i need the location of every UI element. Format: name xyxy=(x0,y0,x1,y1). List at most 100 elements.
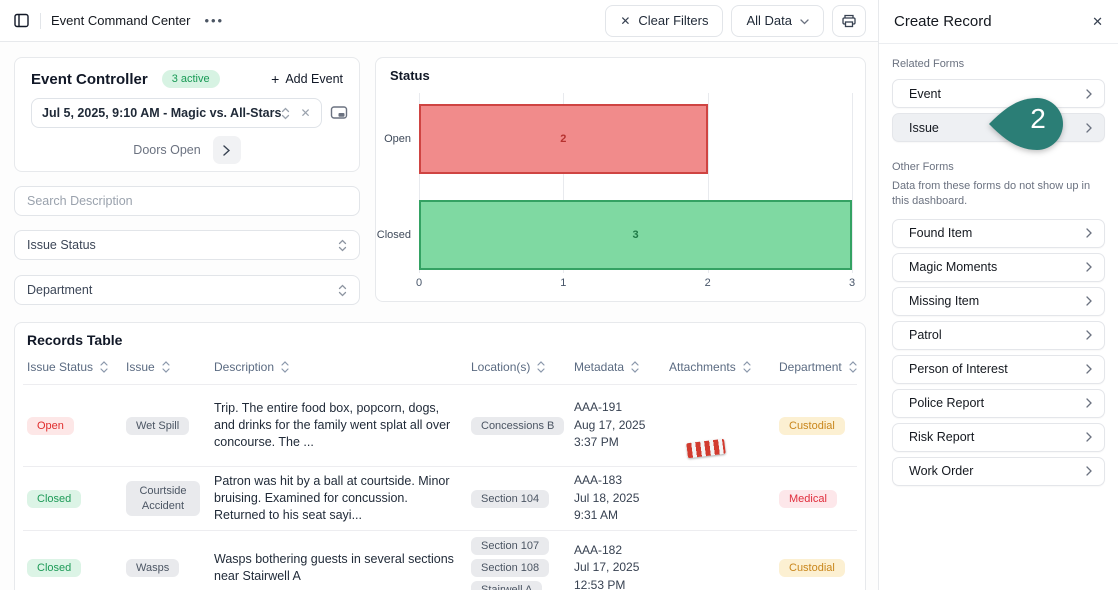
form-button-person-of-interest[interactable]: Person of Interest xyxy=(892,354,1105,384)
create-record-title: Create Record xyxy=(894,13,992,30)
sort-icon xyxy=(281,361,289,373)
metadata-cell: AAA-191 Aug 17, 2025 3:37 PM xyxy=(574,400,646,450)
department-filter[interactable]: Department xyxy=(14,275,360,305)
xtick-2: 2 xyxy=(704,277,711,289)
description-cell: Trip. The entire food box, popcorn, dogs… xyxy=(214,401,451,449)
clear-filters-button[interactable]: ✕ Clear Filters xyxy=(605,4,724,37)
issue-badge: Wasps xyxy=(126,559,180,577)
form-button-found-item[interactable]: Found Item xyxy=(892,218,1105,248)
column-header-description[interactable]: Description xyxy=(210,360,467,374)
chevron-right-icon xyxy=(1086,364,1092,374)
form-button-work-order[interactable]: Work Order xyxy=(892,456,1105,486)
search-description-field[interactable] xyxy=(14,186,360,216)
gridline xyxy=(419,93,420,273)
table-row[interactable]: Closed Wasps Wasps bothering guests in s… xyxy=(23,531,857,590)
chevron-right-icon xyxy=(1086,262,1092,272)
location-badge: Section 104 xyxy=(471,489,550,508)
column-header-locations[interactable]: Location(s) xyxy=(467,360,570,374)
column-header-metadata[interactable]: Metadata xyxy=(570,360,665,374)
form-button-police-report[interactable]: Police Report xyxy=(892,388,1105,418)
location-badge: Section 108 xyxy=(471,559,550,577)
description-cell: Patron was hit by a ball at courtside. M… xyxy=(214,474,450,522)
issue-badge: Courtside Accident xyxy=(126,480,200,517)
related-forms-label: Related Forms xyxy=(892,58,965,70)
column-header-department[interactable]: Department xyxy=(775,360,859,374)
gridline xyxy=(707,93,709,273)
xtick-1: 1 xyxy=(560,277,567,289)
xtick-0: 0 xyxy=(415,277,423,289)
table-header-row: Issue Status Issue Description Location(… xyxy=(23,360,857,385)
form-button-patrol[interactable]: Patrol xyxy=(892,320,1105,350)
department-badge: Custodial xyxy=(779,559,845,577)
form-button-issue[interactable]: Issue xyxy=(892,113,1105,142)
column-header-issue-status[interactable]: Issue Status xyxy=(23,360,122,374)
all-data-dropdown[interactable]: All Data xyxy=(731,4,824,37)
status-bar-chart: Open Closed 2 3 0 1 2 3 xyxy=(377,93,855,289)
sort-icon xyxy=(100,361,108,373)
metadata-cell: AAA-182 Jul 17, 2025 12:53 PM xyxy=(574,542,640,590)
column-header-attachments[interactable]: Attachments xyxy=(665,360,775,374)
form-button-risk-report[interactable]: Risk Report xyxy=(892,422,1105,452)
active-events-badge: 3 active xyxy=(161,70,220,88)
bar-open[interactable]: 2 xyxy=(419,104,708,174)
popout-icon[interactable] xyxy=(330,105,348,121)
topbar: Event Command Center ••• ✕ Clear Filters… xyxy=(0,0,878,42)
chart-title: Status xyxy=(390,68,430,83)
main-area: Event Command Center ••• ✕ Clear Filters… xyxy=(0,0,878,590)
location-badge: Section 107 xyxy=(471,537,550,555)
search-description-input[interactable] xyxy=(27,194,347,208)
selected-event-label: Jul 5, 2025, 9:10 AM - Magic vs. All-Sta… xyxy=(42,106,282,120)
chevron-right-icon xyxy=(1086,466,1092,476)
sort-chevrons-icon xyxy=(338,239,347,252)
gridline xyxy=(852,93,853,273)
chevron-right-icon xyxy=(1086,432,1092,442)
other-forms-note: Data from these forms do not show up in … xyxy=(892,180,1091,208)
clear-selection-icon[interactable]: ✕ xyxy=(300,106,311,120)
sort-icon xyxy=(849,361,857,373)
event-select[interactable]: Jul 5, 2025, 9:10 AM - Magic vs. All-Sta… xyxy=(31,98,322,128)
issue-badge: Wet Spill xyxy=(126,416,190,435)
records-table-card: Records Table Issue Status Issue Descrip… xyxy=(14,322,866,590)
create-record-panel: Create Record ✕ Related Forms Event Issu… xyxy=(878,0,1118,590)
gridline xyxy=(563,93,565,273)
form-button-magic-moments[interactable]: Magic Moments xyxy=(892,252,1105,282)
department-filter-label: Department xyxy=(27,283,93,297)
ytick-open: Open xyxy=(384,133,411,145)
close-icon[interactable]: ✕ xyxy=(1092,13,1103,29)
chevron-right-icon xyxy=(1086,88,1092,99)
table-row[interactable]: Open Wet Spill Trip. The entire food box… xyxy=(23,385,857,467)
bar-closed[interactable]: 3 xyxy=(419,200,852,270)
sort-chevrons-icon xyxy=(282,107,290,119)
bar-closed-value: 3 xyxy=(632,229,639,241)
chevron-down-icon xyxy=(800,18,809,25)
column-header-issue[interactable]: Issue xyxy=(122,360,210,374)
topbar-actions: ✕ Clear Filters All Data xyxy=(605,4,870,37)
locations-cell: Section 107 Section 108 Stairwell A xyxy=(467,537,570,590)
add-event-button[interactable]: + Add Event xyxy=(271,71,343,87)
sort-icon xyxy=(631,361,639,373)
chevron-right-icon xyxy=(1086,228,1092,238)
metadata-cell: AAA-183 Jul 18, 2025 9:31 AM xyxy=(574,473,640,523)
print-button[interactable] xyxy=(832,4,866,37)
department-badge: Medical xyxy=(779,489,837,508)
chevron-right-icon xyxy=(1086,398,1092,408)
records-table-title: Records Table xyxy=(27,332,123,348)
xtick-3: 3 xyxy=(848,277,856,289)
sort-icon xyxy=(537,361,545,373)
plus-icon: + xyxy=(271,71,280,87)
ytick-closed: Closed xyxy=(376,229,411,241)
page-title: Event Command Center xyxy=(51,13,191,28)
more-options-icon[interactable]: ••• xyxy=(204,13,225,28)
issue-status-filter[interactable]: Issue Status xyxy=(14,230,360,260)
advance-phase-button[interactable] xyxy=(212,136,241,164)
sort-chevrons-icon xyxy=(338,284,347,297)
issue-status-filter-label: Issue Status xyxy=(27,238,96,252)
form-button-event[interactable]: Event xyxy=(892,79,1105,108)
form-button-missing-item[interactable]: Missing Item xyxy=(892,286,1105,316)
status-badge: Open xyxy=(27,416,74,435)
table-row[interactable]: Closed Courtside Accident Patron was hit… xyxy=(23,467,857,531)
event-controller-title: Event Controller xyxy=(31,70,148,88)
sidebar-toggle-icon[interactable] xyxy=(8,8,34,34)
chevron-right-icon xyxy=(1086,330,1092,340)
